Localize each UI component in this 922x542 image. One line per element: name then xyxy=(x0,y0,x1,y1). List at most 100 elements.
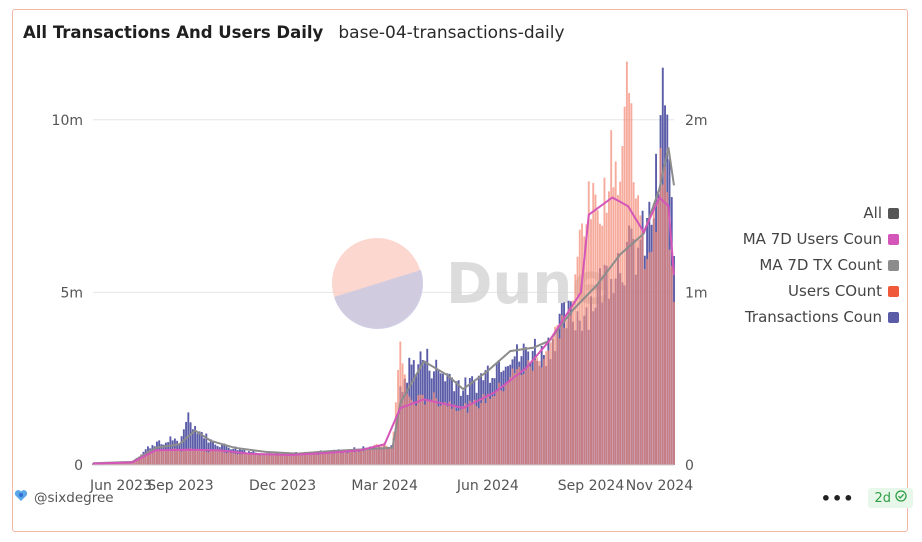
left-axis-tick-label: 0 xyxy=(74,458,83,474)
freshness-badge[interactable]: 2d xyxy=(868,488,913,508)
users-bar xyxy=(473,399,476,465)
users-bar xyxy=(475,406,478,465)
users-bar xyxy=(205,451,208,465)
users-bar xyxy=(437,406,440,465)
legend-item[interactable]: All xyxy=(863,204,899,222)
legend-swatch xyxy=(888,312,899,323)
legend-item[interactable]: MA 7D Users Coun xyxy=(743,230,899,248)
users-bar xyxy=(313,454,315,465)
users-bar xyxy=(657,199,660,465)
users-bar xyxy=(238,454,241,465)
users-bar xyxy=(509,376,512,465)
query-name[interactable]: base-04-transactions-daily xyxy=(338,23,565,43)
users-bar xyxy=(299,453,302,465)
users-bar xyxy=(489,399,492,465)
users-bar xyxy=(614,161,617,465)
author-handle[interactable]: @sixdegree xyxy=(34,489,114,506)
users-bar xyxy=(129,462,131,465)
users-bar xyxy=(554,326,557,465)
users-bar xyxy=(612,187,615,465)
users-bar xyxy=(507,381,509,465)
users-bar xyxy=(108,463,111,465)
users-bar xyxy=(308,453,311,465)
users-bar xyxy=(531,370,534,465)
users-bar xyxy=(632,182,635,466)
users-bar xyxy=(650,251,653,465)
users-bar xyxy=(412,402,415,465)
users-bar xyxy=(120,463,122,465)
users-bar xyxy=(158,450,161,465)
users-bar xyxy=(342,452,345,465)
users-bar xyxy=(245,452,248,465)
legend-item[interactable]: MA 7D TX Count xyxy=(759,256,899,274)
x-axis-tick-label: Jun 2024 xyxy=(456,478,519,494)
users-bar xyxy=(279,453,282,465)
users-bar xyxy=(471,402,474,465)
users-bar xyxy=(187,448,190,465)
line-series xyxy=(92,147,675,465)
users-bar xyxy=(533,359,536,465)
users-bar xyxy=(410,399,413,465)
users-bar xyxy=(348,450,351,465)
footer-actions: ••• 2d xyxy=(821,488,913,508)
users-bar xyxy=(185,449,188,465)
users-bar xyxy=(135,459,138,465)
users-bar xyxy=(106,463,109,465)
users-bar xyxy=(477,408,480,465)
users-bar xyxy=(446,406,449,465)
users-bar xyxy=(171,448,174,465)
users-bar xyxy=(659,147,662,465)
users-bar xyxy=(464,403,467,465)
users-bar xyxy=(453,404,456,465)
legend-item[interactable]: Users COunt xyxy=(788,282,899,300)
users-bar xyxy=(113,463,116,465)
users-bar xyxy=(283,454,286,465)
users-bar xyxy=(547,350,550,465)
users-bar xyxy=(513,372,516,465)
users-bar xyxy=(286,454,288,465)
more-options-button[interactable]: ••• xyxy=(820,488,855,508)
users-bar xyxy=(203,450,205,465)
users-bar xyxy=(637,195,640,465)
users-bar xyxy=(140,454,143,465)
legend-label: Users COunt xyxy=(788,282,882,300)
users-bar xyxy=(428,401,431,465)
author-credit[interactable]: @sixdegree xyxy=(14,489,114,506)
users-bar xyxy=(324,452,327,465)
users-bar xyxy=(178,449,181,465)
legend-item[interactable]: Transactions Coun xyxy=(744,308,899,326)
users-bar xyxy=(444,402,447,465)
users-bar xyxy=(594,194,597,465)
users-bar xyxy=(576,256,579,465)
users-bar xyxy=(457,410,460,465)
users-bar xyxy=(353,452,356,465)
users-bar xyxy=(243,453,246,465)
users-bar xyxy=(417,395,420,465)
legend-label: MA 7D Users Coun xyxy=(743,230,882,248)
users-bar xyxy=(306,454,309,465)
x-axis-tick-label: Mar 2024 xyxy=(351,478,418,494)
users-bar xyxy=(167,450,170,465)
users-bar xyxy=(524,369,527,465)
users-bar xyxy=(147,450,149,465)
users-bar xyxy=(216,451,219,465)
users-bar xyxy=(527,360,530,465)
legend-swatch xyxy=(888,234,899,245)
users-bar xyxy=(441,404,444,465)
users-bar xyxy=(337,452,340,465)
users-bar xyxy=(670,265,673,465)
users-bar xyxy=(173,448,176,465)
users-bar xyxy=(502,391,505,465)
users-bar xyxy=(563,327,566,465)
users-bar xyxy=(344,451,347,465)
users-bar xyxy=(122,462,125,465)
users-bar xyxy=(288,454,291,465)
ma-7d-users-line xyxy=(92,195,675,465)
users-bar xyxy=(263,454,266,465)
users-bar xyxy=(200,451,203,465)
users-bar xyxy=(142,454,145,465)
users-bar xyxy=(426,400,429,465)
right-axis-tick-label: 0 xyxy=(685,458,694,474)
users-bar xyxy=(448,401,451,465)
users-bar xyxy=(373,444,376,465)
